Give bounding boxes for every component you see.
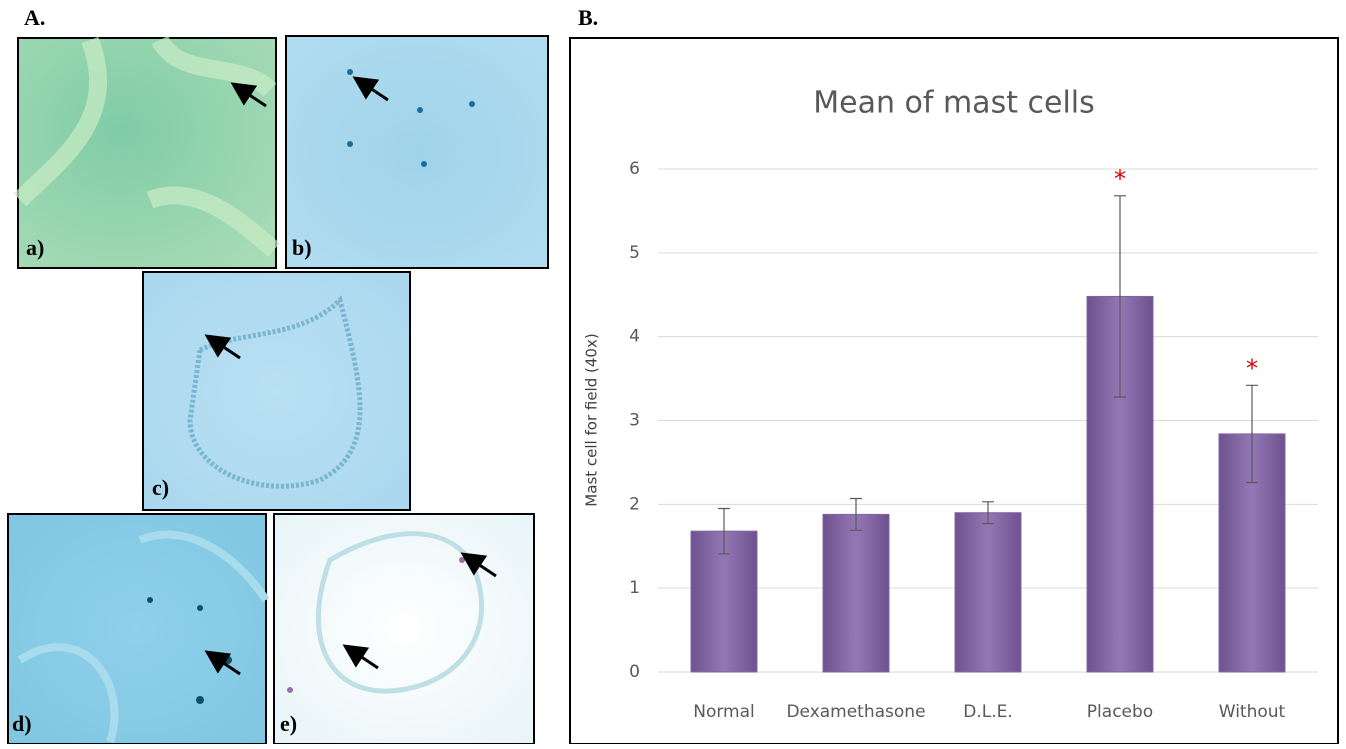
bar — [690, 530, 758, 673]
micrograph-e — [273, 513, 535, 745]
micrograph-a — [13, 35, 280, 269]
x-tick-label: Normal — [693, 702, 755, 722]
error-bar — [1246, 384, 1258, 484]
y-tick-label: 6 — [629, 159, 640, 179]
micrograph-label: b) — [292, 235, 312, 260]
micrograph-label: a) — [26, 235, 44, 260]
significance-marker: * — [1246, 354, 1258, 382]
micrograph-b — [285, 35, 549, 269]
micrograph-label: c) — [152, 475, 169, 500]
panel-label: B. — [578, 5, 598, 30]
micrograph-c — [142, 271, 411, 511]
error-bar — [1114, 195, 1126, 398]
micrograph-label: e) — [280, 711, 297, 736]
x-tick-label: Placebo — [1087, 702, 1153, 722]
x-tick-label: Without — [1219, 702, 1286, 722]
error-bar — [850, 497, 862, 531]
y-tick-label: 1 — [629, 578, 640, 598]
y-tick-label: 3 — [629, 411, 640, 431]
bar — [822, 513, 890, 673]
y-axis-label: Mast cell for field (40x) — [583, 333, 601, 506]
y-tick-label: 2 — [629, 494, 640, 514]
significance-marker: * — [1114, 165, 1126, 193]
x-tick-label: D.L.E. — [963, 702, 1013, 722]
y-tick-label: 0 — [629, 662, 640, 682]
y-tick-label: 5 — [629, 243, 640, 263]
error-bar — [982, 501, 994, 525]
bar — [954, 512, 1022, 673]
panel-label: A. — [24, 5, 45, 30]
chart-title: Mean of mast cells — [813, 86, 1095, 121]
error-bar — [718, 507, 730, 555]
micrograph-label: d) — [12, 711, 32, 736]
micrograph-d — [7, 513, 270, 745]
x-tick-label: Dexamethasone — [786, 702, 925, 722]
y-tick-label: 4 — [629, 327, 640, 347]
